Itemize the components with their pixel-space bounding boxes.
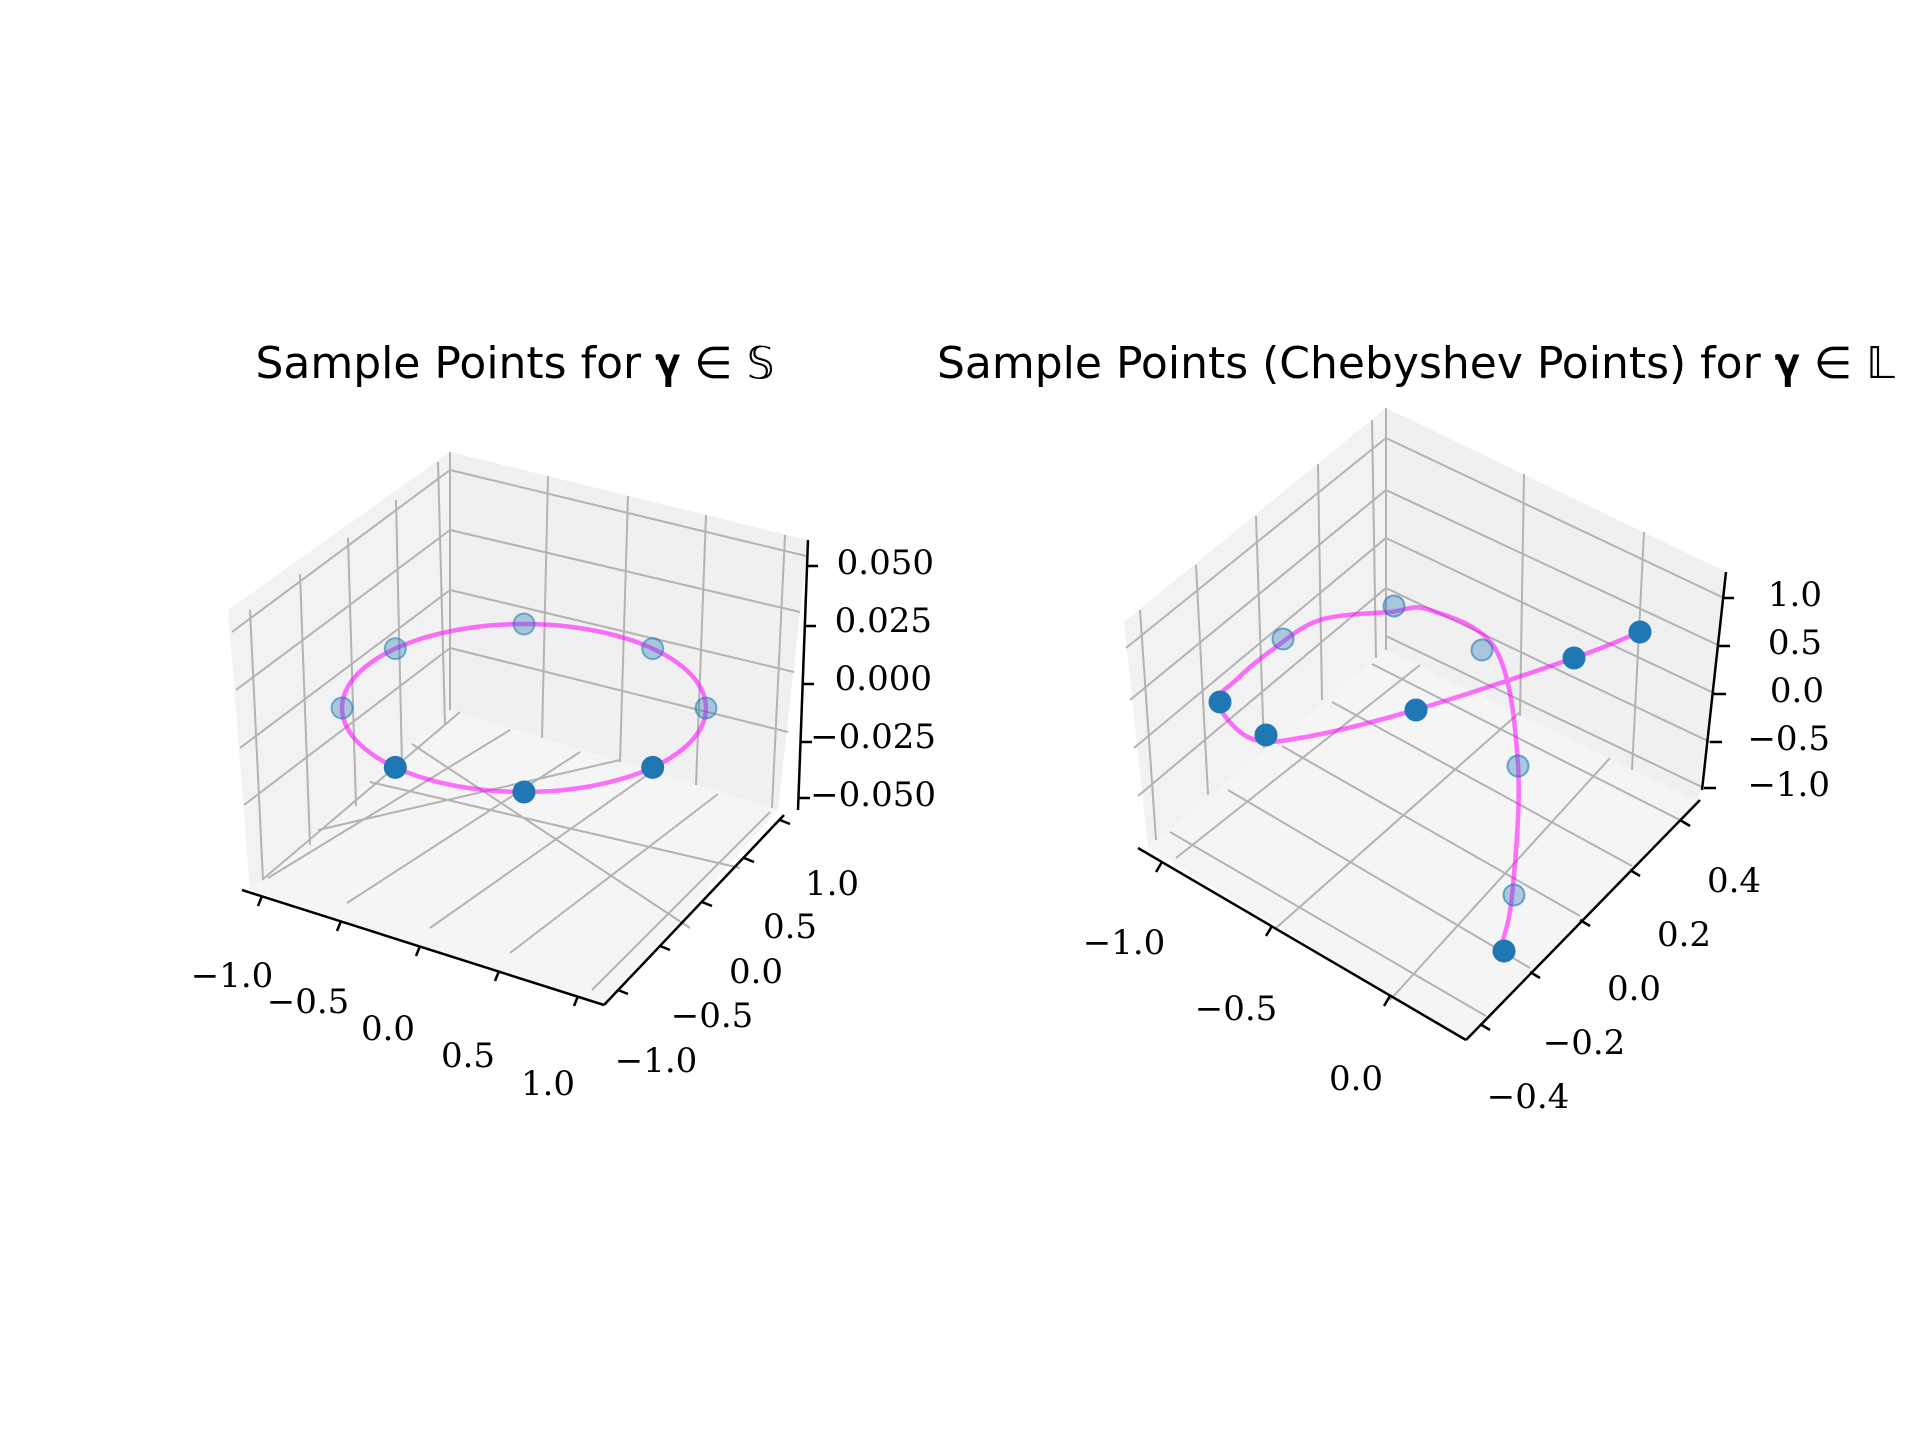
chart-left-y-tick-label: 0.0 <box>729 952 783 992</box>
chart-left-point <box>512 780 536 804</box>
chart-right-pane-left <box>1124 408 1386 848</box>
chart-right-z-tick-labels: −1.0 −0.5 0.0 0.5 1.0 <box>1747 575 1830 805</box>
chart-left-x-axis <box>241 888 605 1007</box>
chart-left-y-tick-label: −0.5 <box>671 996 754 1036</box>
chart-right-x-tick-label: −1.0 <box>1083 923 1166 963</box>
chart-left-point <box>641 755 665 779</box>
chart-left-curve <box>339 621 709 795</box>
chart-right-point <box>1382 594 1406 618</box>
chart-right-y-tick-label: −0.2 <box>1543 1023 1626 1063</box>
chart-left-z-tick-label: 0.050 <box>837 543 934 583</box>
chart-left-grid-floor <box>261 711 771 991</box>
chart-left-z-tick-label: 0.000 <box>835 659 932 699</box>
chart-right-point <box>1628 620 1652 644</box>
chart-right-point <box>1502 883 1526 907</box>
chart-right-points <box>1208 594 1652 963</box>
chart-right-point <box>1492 939 1516 963</box>
chart-left-z-tick-label: −0.050 <box>810 775 936 815</box>
chart-right-point <box>1254 723 1278 747</box>
chart-right-point <box>1506 754 1530 778</box>
chart-right-pane-back <box>1386 408 1726 802</box>
chart-left-point <box>383 755 407 779</box>
chart-right: Sample Points (Chebyshev Points) for 𝛄 ∈… <box>937 338 1895 1117</box>
chart-right-z-tick-label: 0.0 <box>1770 671 1824 711</box>
chart-left-x-tick-label: 0.0 <box>361 1009 415 1049</box>
chart-left-y-tick-label: 0.5 <box>763 907 817 947</box>
chart-right-point <box>1271 627 1295 651</box>
chart-right-ticks <box>1154 596 1734 1032</box>
chart-right-y-tick-label: 0.2 <box>1657 915 1711 955</box>
chart-right-point <box>1208 690 1232 714</box>
chart-right-point <box>1470 638 1494 662</box>
chart-right-point <box>1404 698 1428 722</box>
chart-left-x-tick-label: 1.0 <box>521 1064 575 1104</box>
chart-left-grid-back-pane-h <box>449 469 807 733</box>
chart-left-point <box>694 696 718 720</box>
chart-left-point <box>512 612 536 636</box>
chart-right-title: Sample Points (Chebyshev Points) for 𝛄 ∈… <box>937 338 1895 389</box>
chart-right-grid-left-pane <box>1139 419 1377 841</box>
chart-right-y-tick-labels: −0.4 −0.2 0.0 0.2 0.4 <box>1487 861 1761 1117</box>
chart-left-y-tick-label: 1.0 <box>805 864 859 904</box>
chart-right-y-tick-label: −0.4 <box>1487 1077 1570 1117</box>
chart-right-z-tick-label: 1.0 <box>1768 575 1822 615</box>
chart-right-y-tick-label: 0.0 <box>1607 969 1661 1009</box>
chart-left: Sample Points for 𝛄 ∈ 𝕊 <box>191 338 936 1104</box>
chart-right-z-tick-label: −1.0 <box>1747 765 1830 805</box>
chart-left-z-axis <box>796 539 810 811</box>
chart-left-x-tick-labels: −1.0 −0.5 0.0 0.5 1.0 <box>191 956 575 1104</box>
chart-left-ticks <box>256 564 818 1007</box>
chart-left-y-tick-labels: −1.0 −0.5 0.0 0.5 1.0 <box>615 864 859 1081</box>
chart-left-z-tick-labels: −0.050 −0.025 0.000 0.025 0.050 <box>810 543 936 815</box>
chart-left-points <box>330 612 718 804</box>
chart-right-y-axis <box>1465 799 1701 1041</box>
chart-left-y-tick-label: −1.0 <box>615 1041 698 1081</box>
chart-left-axes <box>241 539 810 1007</box>
chart-left-x-tick-label: −0.5 <box>267 982 350 1022</box>
chart-right-grid-left-pane-h <box>1125 437 1387 797</box>
chart-left-x-tick-label: 0.5 <box>441 1036 495 1076</box>
chart-right-y-tick-label: 0.4 <box>1707 861 1761 901</box>
chart-right-point <box>1562 646 1586 670</box>
chart-right-x-tick-label: 0.0 <box>1329 1059 1383 1099</box>
chart-left-point <box>330 696 354 720</box>
chart-left-y-axis <box>603 814 785 1006</box>
chart-right-axes <box>1137 571 1728 1042</box>
chart-right-z-axis <box>1700 571 1728 791</box>
chart-left-pane-back <box>450 452 808 810</box>
chart-left-point <box>383 637 407 661</box>
chart-right-z-tick-label: −0.5 <box>1747 719 1830 759</box>
chart-left-x-tick-label: −1.0 <box>191 956 274 996</box>
chart-left-pane-left <box>228 452 450 890</box>
chart-left-point <box>641 637 665 661</box>
chart-left-z-tick-label: 0.025 <box>835 601 932 641</box>
chart-right-x-tick-labels: −1.0 −0.5 0.0 <box>1083 923 1383 1099</box>
chart-left-grid-back-pane <box>449 452 786 809</box>
chart-left-z-tick-label: −0.025 <box>810 717 936 757</box>
chart-left-pane-floor <box>250 710 778 1005</box>
chart-right-x-tick-label: −0.5 <box>1195 989 1278 1029</box>
chart-right-grid-floor <box>1169 663 1681 1017</box>
chart-right-x-axis <box>1137 846 1467 1042</box>
chart-left-title: Sample Points for 𝛄 ∈ 𝕊 <box>255 338 774 389</box>
chart-right-z-tick-label: 0.5 <box>1768 623 1822 663</box>
chart-left-grid-left-pane <box>249 461 446 881</box>
